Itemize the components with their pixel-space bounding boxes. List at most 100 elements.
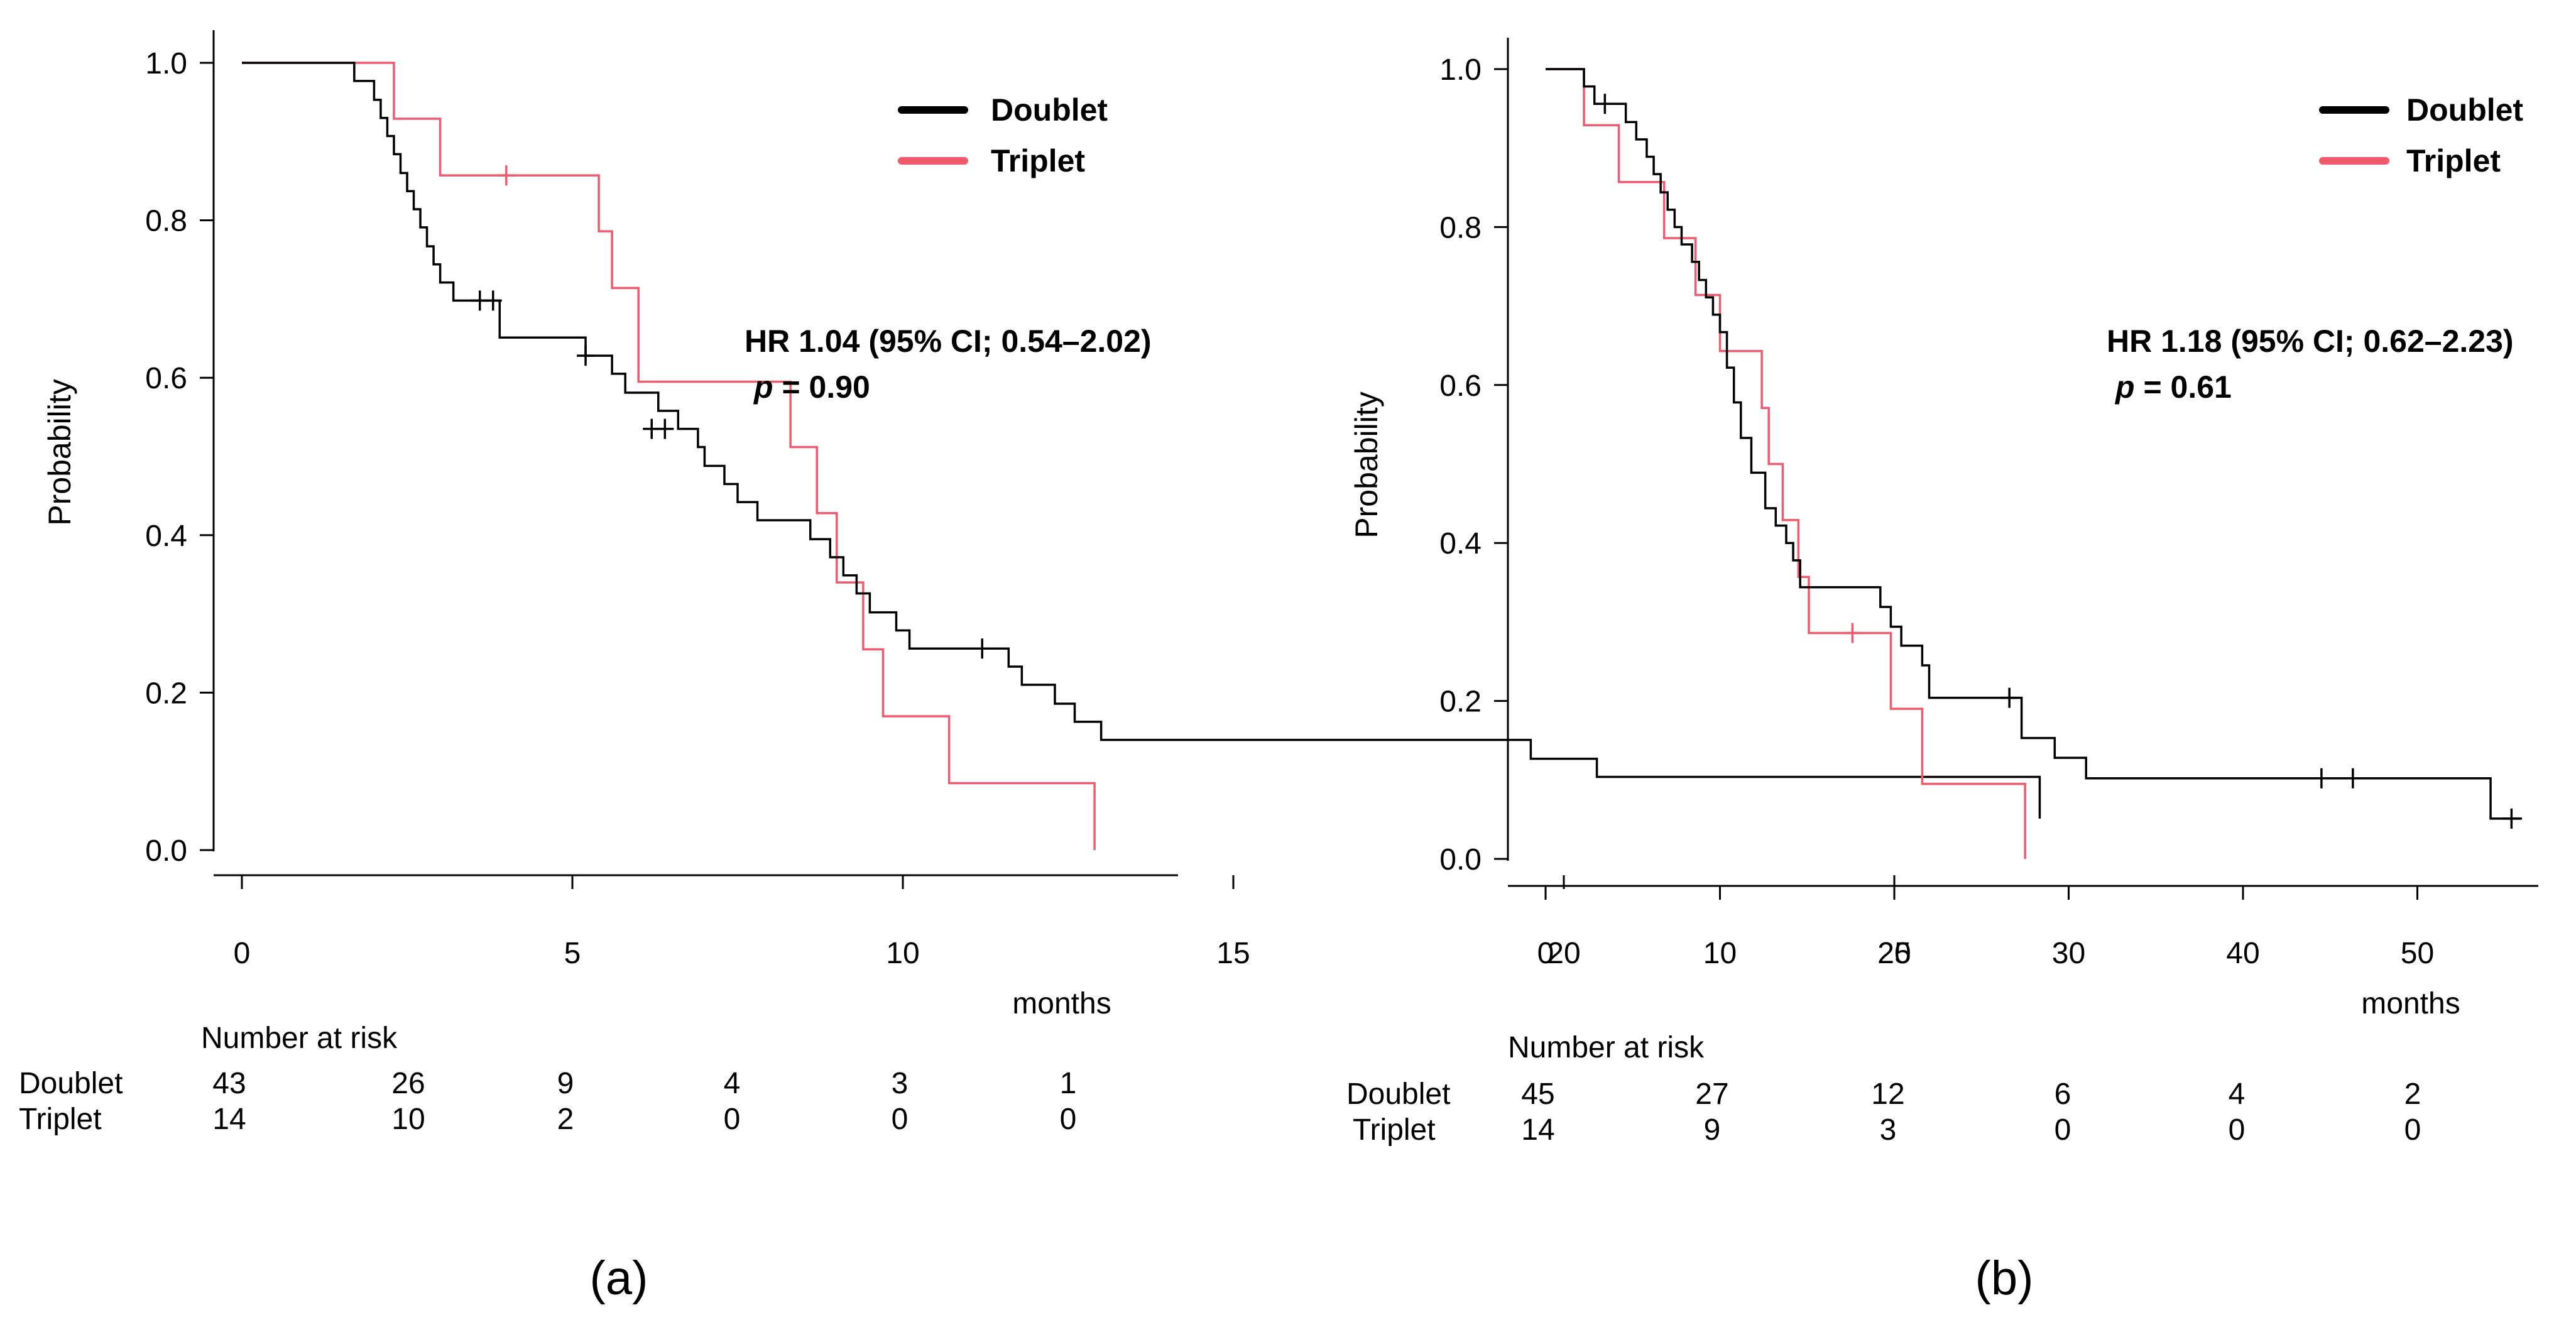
risk-value-doublet: 43 <box>212 1067 246 1100</box>
y-tick-label: 0.0 <box>145 834 187 868</box>
y-ticks: 0.0 0.2 0.4 0.6 0.8 1.0 <box>1439 53 1508 876</box>
y-tick-label: 1.0 <box>1439 53 1482 87</box>
km-curve-triplet <box>242 62 1096 850</box>
risk-table: Number at risk Doublet Triplet 43 26 9 4 3 11… <box>19 1022 1076 1136</box>
x-tick-label: 25 <box>1877 937 1911 970</box>
risk-value-doublet: 27 <box>1695 1078 1728 1111</box>
y-tick-label: 0.2 <box>145 677 187 710</box>
hazard-ratio-text: HR 1.18 (95% CI; 0.62–2.23) <box>2107 324 2514 359</box>
y-axis-label: Probability <box>1349 391 1384 538</box>
risk-value-doublet: 12 <box>1871 1078 1904 1111</box>
y-tick-label: 0.8 <box>145 205 187 238</box>
panel-a: Probability 0.00.20.40.60.81.0 0 5 10 15 20 2… <box>19 30 2041 1305</box>
x-tick-label: 40 <box>2226 937 2259 970</box>
x-tick-label: 10 <box>1703 937 1737 970</box>
risk-values: 43 26 9 4 3 114 10 2 0 0 0 <box>212 1067 1076 1136</box>
censor-mark-doublet <box>2344 768 2362 789</box>
p-value: = 0.61 <box>2135 369 2232 405</box>
risk-value-triplet: 10 <box>391 1103 425 1136</box>
y-tick-label: 0.4 <box>145 520 187 553</box>
censor-mark-doublet <box>656 418 674 439</box>
y-ticks: 0.0 0.2 0.4 0.6 0.8 1.0 <box>145 47 214 868</box>
risk-value-triplet: 9 <box>1704 1113 1721 1147</box>
risk-value-triplet: 14 <box>1521 1113 1554 1147</box>
censor-mark-triplet <box>1843 623 1862 643</box>
censor-mark-triplet <box>497 165 515 186</box>
risk-table: Number at risk Doublet Triplet 45 27 12 6 4 2… <box>1346 1031 2421 1147</box>
risk-row-label-triplet: Triplet <box>19 1103 102 1136</box>
risk-value-triplet: 3 <box>1880 1113 1897 1147</box>
risk-table-title: Number at risk <box>1508 1031 1705 1064</box>
x-tick-label: 20 <box>1547 937 1580 970</box>
risk-value-triplet: 0 <box>2229 1113 2246 1147</box>
x-ticks: 0 5 10 15 20 25 <box>234 875 1911 970</box>
p-label: p <box>753 369 773 405</box>
risk-row-label-doublet: Doublet <box>19 1067 123 1100</box>
risk-value-triplet: 0 <box>724 1103 741 1136</box>
risk-value-doublet: 4 <box>724 1067 741 1100</box>
x-tick-label: 15 <box>1216 937 1250 970</box>
y-tick-label: 0.8 <box>1439 211 1482 244</box>
x-unit-label: months <box>1012 987 1111 1020</box>
risk-value-triplet: 0 <box>2055 1113 2071 1147</box>
legend-label-triplet: Triplet <box>2406 143 2501 178</box>
risk-value-doublet: 6 <box>2055 1078 2071 1111</box>
series-group <box>1546 68 2522 859</box>
risk-value-doublet: 2 <box>2404 1078 2421 1111</box>
p-value-text: p = 0.90 <box>753 369 870 405</box>
censor-mark-doublet <box>484 290 502 311</box>
legend-label-triplet: Triplet <box>991 143 1085 178</box>
y-tick-label: 1.0 <box>145 47 187 80</box>
risk-value-triplet: 0 <box>2404 1113 2421 1147</box>
legend-label-doublet: Doublet <box>991 92 1108 128</box>
risk-value-doublet: 26 <box>391 1067 425 1100</box>
x-tick-label: 0 <box>1537 937 1554 970</box>
risk-value-triplet: 0 <box>1060 1103 1077 1136</box>
y-tick-label: 0.6 <box>145 362 187 395</box>
y-tick-label: 0.2 <box>1439 685 1482 719</box>
y-tick-label: 0.4 <box>1439 527 1482 560</box>
risk-value-doublet: 3 <box>892 1067 909 1100</box>
hazard-ratio-text: HR 1.04 (95% CI; 0.54–2.02) <box>745 324 1152 359</box>
legend: Doublet Triplet <box>898 92 1108 178</box>
risk-row-label-triplet: Triplet <box>1353 1113 1436 1147</box>
censor-mark-doublet <box>2502 808 2521 829</box>
risk-values: 45 27 12 6 4 2 14 9 3 0 0 0 <box>1521 1078 2421 1147</box>
risk-table-title: Number at risk <box>201 1022 398 1055</box>
legend: Doublet Triplet <box>2319 92 2523 178</box>
risk-row-label-doublet: Doublet <box>1346 1078 1450 1111</box>
risk-value-doublet: 45 <box>1521 1078 1554 1111</box>
km-curve-triplet <box>1546 68 2026 859</box>
p-value-text: p = 0.61 <box>2114 369 2232 405</box>
y-axis-label: Probability <box>42 379 77 525</box>
x-ticks: 0 10 20 30 40 50 <box>1537 886 2434 970</box>
p-label: p <box>2114 369 2135 405</box>
x-unit-label: months <box>2361 987 2460 1020</box>
x-tick-label: 10 <box>886 937 919 970</box>
y-tick-label: 0.0 <box>1439 843 1482 876</box>
series-group <box>242 62 2041 850</box>
km-curve-doublet <box>242 62 2041 819</box>
p-value: = 0.90 <box>773 369 870 405</box>
censor-mark-doublet <box>1596 94 1614 114</box>
risk-value-triplet: 14 <box>212 1103 246 1136</box>
censor-mark-doublet <box>973 638 991 659</box>
censor-mark-doublet <box>2000 687 2019 708</box>
censor-mark-doublet <box>577 346 595 366</box>
risk-value-doublet: 1 <box>1060 1067 1077 1100</box>
censor-mark-doublet <box>2312 768 2330 789</box>
risk-value-doublet: 4 <box>2229 1078 2246 1111</box>
x-tick-label: 20 <box>1877 937 1911 970</box>
x-tick-label: 0 <box>234 937 251 970</box>
panel-b: Probability 0.00.20.40.60.81.0 0 10 20 30 40… <box>1346 38 2538 1305</box>
panel-caption-a: (a) <box>590 1252 648 1305</box>
panel-caption-b: (b) <box>1975 1252 2034 1305</box>
y-tick-label: 0.6 <box>1439 369 1482 403</box>
x-tick-label: 50 <box>2401 937 2434 970</box>
legend-label-doublet: Doublet <box>2406 92 2523 128</box>
risk-value-triplet: 0 <box>892 1103 909 1136</box>
risk-value-triplet: 2 <box>557 1103 574 1136</box>
x-tick-label: 5 <box>564 937 581 970</box>
km-curve-doublet <box>1546 68 2522 820</box>
